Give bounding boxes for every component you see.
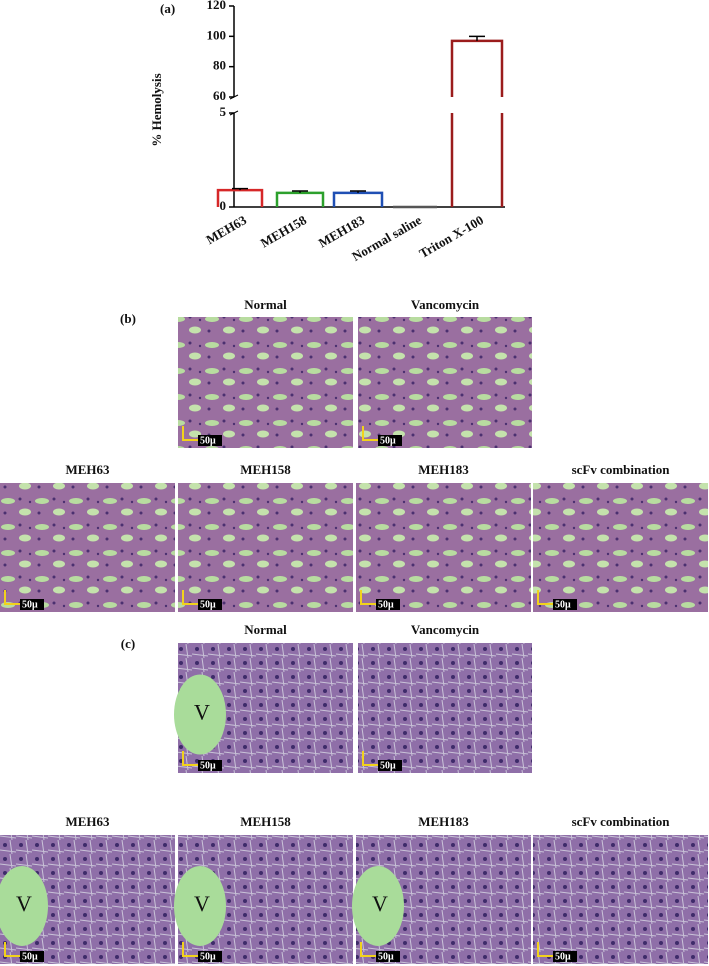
panel-label: (c) (121, 636, 135, 651)
scale-label-bg (553, 951, 577, 962)
scale-label-bg (378, 760, 402, 771)
scale-label-bg (198, 599, 222, 610)
scale-bar (362, 426, 378, 441)
vessel (174, 674, 226, 755)
scale-label: 50μ (200, 599, 216, 610)
scale-bar (182, 426, 198, 441)
scale-label-bg (376, 951, 400, 962)
scale-bar (4, 590, 20, 605)
vessel (174, 865, 226, 946)
bar (275, 191, 325, 207)
y-axis-label: % Hemolysis (149, 73, 164, 146)
micrograph (533, 483, 708, 612)
image-title: Vancomycin (411, 297, 480, 312)
scale-label: 50μ (555, 599, 571, 610)
scale-label: 50μ (22, 951, 38, 962)
panel-label: (b) (120, 311, 136, 326)
bar (332, 191, 384, 207)
scale-label: 50μ (22, 599, 38, 610)
image-title: Vancomycin (411, 622, 480, 637)
scale-bar (182, 590, 198, 605)
scale-label-bg (376, 599, 400, 610)
image-title: MEH158 (240, 462, 291, 477)
y-tick-label: 0 (220, 198, 227, 213)
image-title: MEH183 (418, 814, 469, 829)
scale-bar (360, 590, 376, 605)
axis-break (229, 94, 239, 116)
micrograph (356, 483, 531, 612)
micrograph (533, 835, 708, 964)
scale-bar (182, 942, 198, 957)
image-title: MEH63 (65, 462, 110, 477)
micrograph (178, 317, 353, 448)
scale-bar (537, 942, 553, 957)
scale-label-bg (553, 599, 577, 610)
scale-bar (4, 942, 20, 957)
y-tick-label: 80 (213, 58, 226, 73)
bar (450, 39, 504, 207)
image-title: MEH183 (418, 462, 469, 477)
vessel (0, 865, 48, 946)
vessel-label: V (194, 700, 210, 725)
x-tick-label: MEH158 (258, 212, 310, 251)
y-tick-label: 5 (220, 104, 227, 119)
micrograph (358, 317, 532, 448)
scale-label-bg (198, 951, 222, 962)
micrograph (178, 483, 353, 612)
vessel-label: V (16, 891, 32, 916)
micrograph (0, 483, 175, 612)
image-title: scFv combination (572, 462, 671, 477)
y-tick-label: 120 (207, 0, 227, 12)
image-title: Normal (244, 297, 287, 312)
scale-label-bg (198, 760, 222, 771)
scale-label: 50μ (555, 951, 571, 962)
scale-bar (362, 751, 378, 766)
scale-label: 50μ (200, 760, 216, 771)
scale-label-bg (20, 951, 44, 962)
scale-label: 50μ (380, 760, 396, 771)
scale-label: 50μ (200, 435, 216, 446)
x-tick-label: MEH63 (203, 212, 249, 247)
y-tick-label: 100 (207, 27, 227, 42)
image-title: scFv combination (572, 814, 671, 829)
micrograph (358, 643, 532, 773)
error-bar (350, 190, 366, 193)
panel-label: (a) (160, 1, 175, 16)
scale-label-bg (198, 435, 222, 446)
scale-bar (537, 590, 553, 605)
error-bar (292, 190, 308, 193)
x-tick-label: Triton X-100 (416, 212, 486, 261)
scale-label: 50μ (378, 599, 394, 610)
vessel-label: V (372, 891, 388, 916)
scale-label: 50μ (200, 951, 216, 962)
scale-bar (182, 751, 198, 766)
image-title: MEH63 (65, 814, 110, 829)
scale-bar (360, 942, 376, 957)
scale-label: 50μ (378, 951, 394, 962)
vessel-label: V (194, 891, 210, 916)
error-bar (469, 35, 485, 41)
scale-label-bg (378, 435, 402, 446)
error-bar (232, 187, 248, 191)
image-title: MEH158 (240, 814, 291, 829)
vessel (352, 865, 404, 946)
scale-label: 50μ (380, 435, 396, 446)
image-title: Normal (244, 622, 287, 637)
y-tick-label: 60 (213, 88, 226, 103)
scale-label-bg (20, 599, 44, 610)
